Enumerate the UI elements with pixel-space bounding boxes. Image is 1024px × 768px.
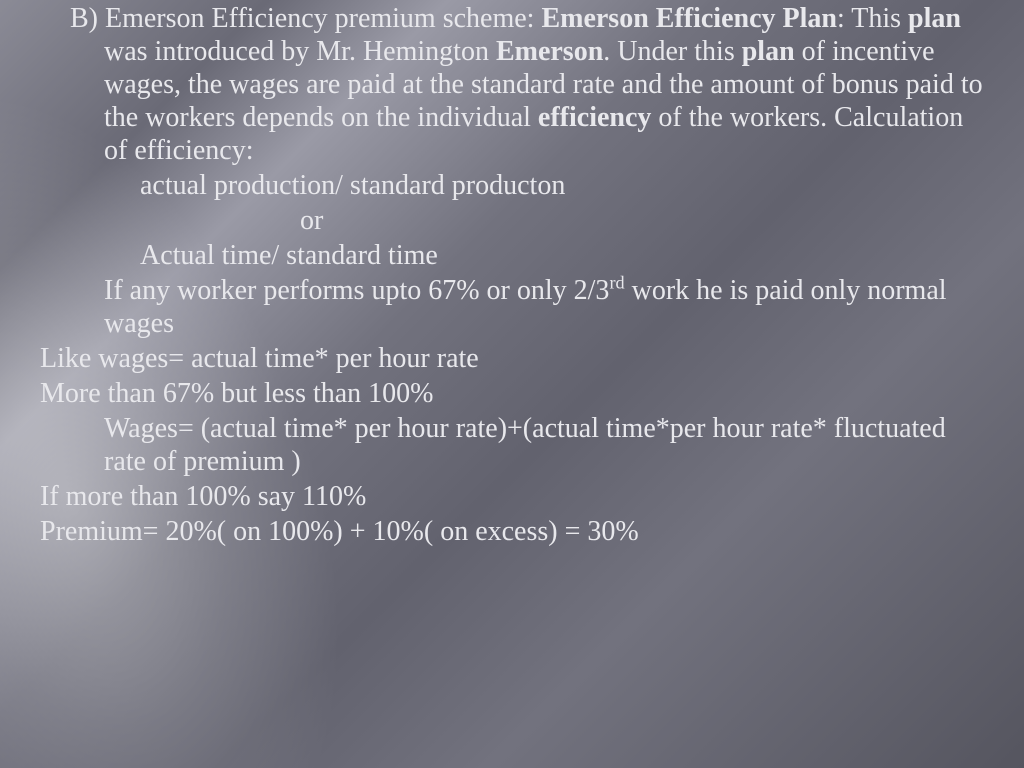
heading-seg-3: . Under this xyxy=(603,36,741,67)
body-line-1a: If any worker performs upto 67% or only … xyxy=(104,275,609,306)
heading-seg-1: : This xyxy=(837,3,908,34)
slide: B) Emerson Efficiency premium scheme: Em… xyxy=(0,0,1024,768)
or-line: or xyxy=(40,204,984,237)
body-line-2: Like wages= actual time* per hour rate xyxy=(40,342,984,375)
body-line-6: Premium= 20%( on 100%) + 10%( on excess)… xyxy=(40,515,984,548)
body-line-5: If more than 100% say 110% xyxy=(40,480,984,513)
body-line-1: If any worker performs upto 67% or only … xyxy=(40,274,984,340)
heading-seg-2: was introduced by Mr. Hemington xyxy=(104,36,496,67)
body-line-3: More than 67% but less than 100% xyxy=(40,377,984,410)
heading-lead: Emerson Efficiency premium scheme: xyxy=(105,3,541,34)
heading-bold-1: Emerson Efficiency Plan xyxy=(541,3,837,34)
formula-line-2: Actual time/ standard time xyxy=(40,239,984,272)
slide-content: B) Emerson Efficiency premium scheme: Em… xyxy=(40,0,984,549)
heading-bold-2: plan xyxy=(908,3,961,34)
body-line-4: Wages= (actual time* per hour rate)+(act… xyxy=(40,412,984,478)
heading-paragraph: B) Emerson Efficiency premium scheme: Em… xyxy=(40,2,984,167)
heading-bold-3: Emerson xyxy=(496,36,603,67)
formula-line-1: actual production/ standard producton xyxy=(40,169,984,202)
heading-bold-5: efficiency xyxy=(538,102,652,133)
heading-prefix: B) xyxy=(70,3,105,34)
heading-bold-4: plan xyxy=(742,36,795,67)
ordinal-superscript: rd xyxy=(609,273,624,293)
